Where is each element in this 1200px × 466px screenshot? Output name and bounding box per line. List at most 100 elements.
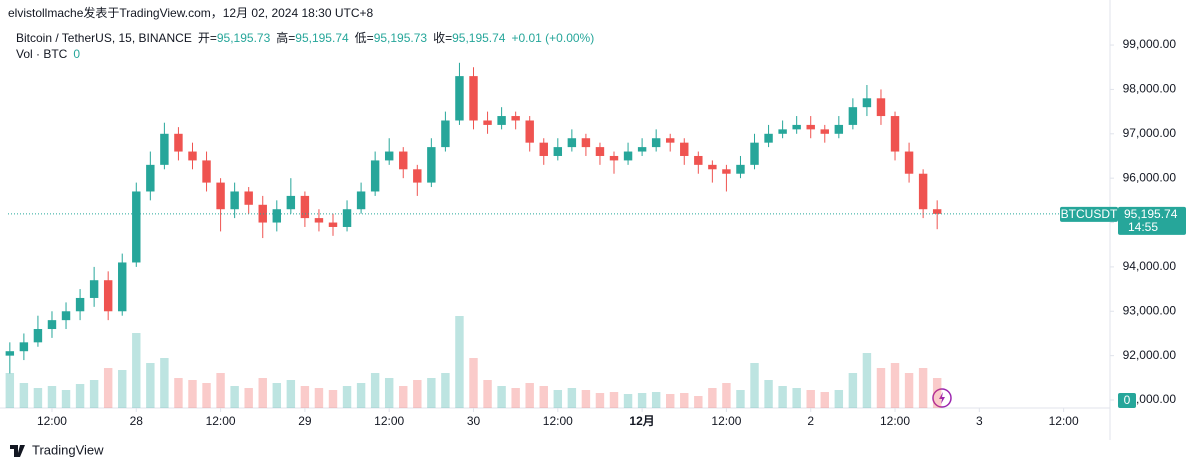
volume-bar	[174, 378, 183, 408]
candle-body	[511, 116, 520, 121]
x-tick-label: 28	[130, 414, 144, 428]
volume-bar	[483, 380, 492, 408]
volume-bar	[722, 383, 731, 408]
candle-body	[342, 209, 352, 227]
volume-bar	[750, 363, 759, 408]
volume-bar	[932, 378, 942, 408]
volume-bar	[61, 390, 71, 408]
candle-body	[680, 142, 689, 156]
candle-body	[623, 151, 633, 161]
volume-bar	[834, 390, 844, 408]
symbol-legend: Bitcoin / TetherUS, 15, BINANCE 开=95,195.…	[16, 30, 594, 45]
candle-body	[792, 124, 801, 130]
candle-body	[736, 164, 745, 174]
volume-bar	[413, 380, 422, 408]
candle-body	[413, 169, 422, 183]
volume-bar	[286, 380, 296, 408]
candle-body	[75, 297, 85, 312]
x-tick-label: 30	[467, 414, 481, 428]
brand: TradingView	[32, 442, 104, 457]
volume-bar	[47, 386, 57, 408]
volume-bar	[792, 388, 801, 408]
candle-body	[118, 262, 127, 312]
volume-bar	[651, 392, 661, 408]
volume-bar	[75, 384, 85, 408]
candle-body	[188, 151, 197, 161]
volume-bar	[665, 394, 675, 408]
ohlc-value: 95,195.73	[217, 31, 271, 45]
volume-bar	[904, 373, 914, 408]
volume-bar	[848, 373, 858, 408]
volume-bar	[103, 368, 113, 408]
volume-bar	[342, 386, 352, 408]
candle-body	[61, 311, 71, 321]
x-tick-label: 29	[298, 414, 312, 428]
candle-body	[525, 120, 534, 143]
candle-body	[862, 98, 872, 108]
candle-body	[370, 160, 380, 192]
y-tick-label: 94,000.00	[1123, 259, 1177, 273]
volume-bar	[146, 363, 155, 408]
volume-bar	[356, 383, 366, 408]
candle-body	[637, 147, 647, 152]
volume-bar	[216, 373, 225, 408]
ticker: BTCUSDT	[1061, 207, 1118, 221]
volume-bar	[202, 383, 211, 408]
change: +0.01 (+0.00%)	[511, 31, 594, 45]
y-tick-label: 97,000.00	[1123, 126, 1177, 140]
alert-icon[interactable]	[932, 388, 952, 408]
candle-body	[806, 124, 815, 130]
candle-body	[750, 142, 759, 165]
volume-bar	[427, 378, 436, 408]
candle-body	[455, 76, 464, 121]
volume-bar	[623, 394, 633, 408]
candle-body	[33, 329, 43, 343]
ohlc-value: 95,195.73	[374, 31, 428, 45]
candle-body	[834, 124, 844, 134]
volume-tag	[1118, 393, 1136, 408]
volume-bar	[160, 358, 169, 408]
volume-bar	[694, 396, 703, 408]
candle-body	[469, 76, 478, 121]
y-tick-label: 98,000.00	[1123, 82, 1177, 96]
candle-body	[427, 147, 436, 183]
candle-body	[103, 280, 113, 312]
candle-body	[230, 191, 239, 210]
candle-body	[708, 164, 717, 170]
volume-bar	[370, 373, 380, 408]
volume-bar	[384, 378, 394, 408]
candle-body	[300, 195, 310, 219]
ohlc-value: 95,195.74	[295, 31, 349, 45]
candle-body	[202, 160, 211, 183]
x-tick-label: 12:00	[711, 414, 741, 428]
volume-value: 0	[73, 47, 80, 61]
candle-body	[272, 209, 282, 223]
symbol: Bitcoin / TetherUS, 15, BINANCE	[16, 31, 192, 45]
countdown: 14:55	[1128, 220, 1158, 234]
volume-bar	[876, 368, 886, 408]
last-price: 95,195.74	[1124, 207, 1178, 221]
volume-bar	[539, 386, 548, 408]
candle-body	[244, 191, 253, 205]
candle-body	[328, 222, 338, 227]
volume-bar	[862, 353, 872, 408]
x-tick-label: 12月	[629, 414, 654, 428]
x-tick-label: 12:00	[206, 414, 236, 428]
x-tick-label: 12:00	[1049, 414, 1079, 428]
volume-bar	[820, 392, 829, 408]
ohlc-label: 低=	[355, 31, 374, 45]
candle-body	[764, 133, 773, 143]
candle-body	[848, 107, 858, 125]
volume-bar	[188, 380, 197, 408]
volume-bar	[272, 383, 282, 408]
candle-body	[539, 142, 548, 156]
x-tick-label: 3	[976, 414, 983, 428]
candle-body	[609, 155, 619, 161]
x-tick-label: 12:00	[37, 414, 67, 428]
x-tick-label: 12:00	[543, 414, 573, 428]
y-tick-label: 92,000.00	[1123, 348, 1177, 362]
candle-body	[553, 147, 563, 156]
candle-body	[89, 280, 99, 298]
candle-body	[932, 209, 942, 214]
